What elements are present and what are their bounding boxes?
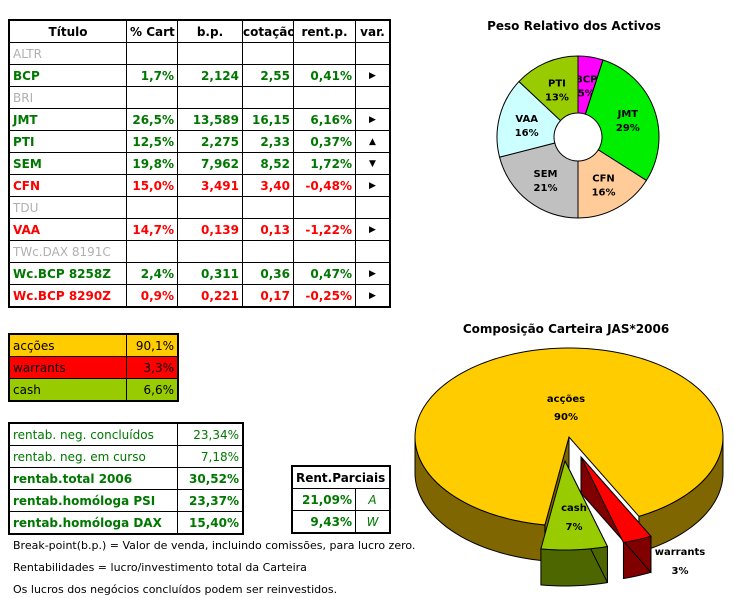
donut-value-label: 29% (616, 123, 640, 134)
cell-titulo: BCP (9, 64, 127, 87)
pie3d-value-label: 90% (554, 412, 578, 423)
cell-cotacao: 0,17 (242, 284, 294, 307)
allocation-value: 6,6% (126, 378, 178, 401)
cell-bp: 0,139 (177, 218, 243, 241)
table-header: Título % Cart b.p. cotação rent.p. var. (9, 20, 390, 43)
cell-cart: 15,0% (126, 174, 178, 197)
cell-rent: -0,25% (293, 284, 356, 307)
partial-code: W (354, 510, 391, 533)
donut-value-label: 13% (545, 92, 569, 103)
donut-label: VAA (515, 114, 538, 125)
cell-rent: -1,22% (293, 218, 356, 241)
note-breakpoint: Break-point(b.p.) = Valor de venda, incl… (13, 539, 416, 552)
returns-row: rentab.homóloga DAX 15,40% (9, 511, 243, 534)
cell-cotacao: 3,40 (242, 174, 294, 197)
cell-titulo: VAA (9, 218, 127, 241)
cell-titulo: CFN (9, 174, 127, 197)
note-lucros: Os lucros dos negócios concluídos podem … (13, 583, 338, 596)
allocation-label: cash (9, 378, 127, 401)
col-header-var: var. (355, 20, 390, 43)
table-row: BCP 1,7% 2,124 2,55 0,41% ▶ (9, 64, 390, 87)
chart-title-composicao: Composição Carteira JAS*2006 (463, 322, 669, 336)
donut-slice-jmt (584, 59, 660, 182)
cell-cart: 12,5% (126, 130, 178, 153)
cell-cart: 1,7% (126, 64, 178, 87)
note-rentabilidades: Rentabilidades = lucro/investimento tota… (13, 561, 307, 574)
donut-value-label: 5% (578, 89, 595, 100)
returns-table: rentab. neg. concluídos 23,34% rentab. neg… (8, 422, 244, 535)
cell-bp: 7,962 (177, 152, 243, 175)
donut-slice-vaa (496, 80, 562, 158)
returns-row: rentab. neg. em curso 7,18% (9, 445, 243, 468)
donut-slice-cfn (577, 149, 648, 219)
returns-label: rentab.homóloga DAX (9, 511, 178, 534)
allocation-table: acções 90,1% warrants 3,3% cash 6,6% (8, 333, 179, 402)
cell-rent: 0,47% (293, 262, 356, 285)
donut-label: CFN (592, 173, 615, 184)
table-row: SEM 19,8% 7,962 8,52 1,72% ▼ (9, 152, 390, 175)
portfolio-table: Título % Cart b.p. cotação rent.p. var. … (8, 19, 391, 308)
pie3d-slice-cash (540, 459, 609, 551)
returns-row: rentab. neg. concluídos 23,34% (9, 423, 243, 446)
donut-value-label: 16% (592, 187, 616, 198)
cell-cart: 26,5% (126, 108, 178, 131)
cell-cart: 0,9% (126, 284, 178, 307)
pie3d-slice-warrants (580, 456, 652, 544)
table-row: CFN 15,0% 3,491 3,40 -0,48% ▶ (9, 174, 390, 197)
cell-rent: 0,37% (293, 130, 356, 153)
table-row: TDU (9, 196, 390, 219)
partial-title: Rent.Parciais (291, 466, 391, 489)
donut-label: JMT (617, 109, 639, 120)
returns-label: rentab. neg. concluídos (9, 423, 178, 446)
cell-bp: 2,124 (177, 64, 243, 87)
pie3d-label: cash (561, 503, 587, 514)
returns-value: 23,37% (177, 489, 243, 512)
pie3d-slice-acções (414, 347, 724, 526)
cell-rent: 1,72% (293, 152, 356, 175)
donut-label: SEM (534, 169, 558, 180)
partial-value: 9,43% (292, 510, 356, 533)
pie3d-label: acções (547, 394, 585, 405)
partial-returns-table: Rent.Parciais 21,09% A 9,43% W (290, 465, 392, 534)
donut-value-label: 16% (515, 128, 539, 139)
table-row: BRI (9, 86, 390, 109)
table-row: Wc.BCP 8258Z 2,4% 0,311 0,36 0,47% ▶ (9, 262, 390, 285)
donut-label: PTI (548, 78, 566, 89)
donut-chart: BCP 5% JMT 29% CFN 16% SEM 21% VAA 16% PTI 13% (496, 55, 660, 219)
cell-cotacao: 2,55 (242, 64, 294, 87)
allocation-row: warrants 3,3% (9, 356, 178, 379)
donut-slice-sem (498, 142, 579, 219)
arrow-right-icon: ▶ (355, 284, 390, 307)
allocation-row: cash 6,6% (9, 378, 178, 401)
donut-slice-pti (518, 55, 579, 122)
cell-rent: 0,41% (293, 64, 356, 87)
returns-value: 30,52% (177, 467, 243, 490)
table-row: VAA 14,7% 0,139 0,13 -1,22% ▶ (9, 218, 390, 241)
pie-3d-chart: acções 90% cash 7% warrants 3% (414, 347, 724, 587)
table-row: Wc.BCP 8290Z 0,9% 0,221 0,17 -0,25% ▶ (9, 284, 390, 307)
returns-value: 15,40% (177, 511, 243, 534)
cell-cotacao: 2,33 (242, 130, 294, 153)
pie3d-value-label: 3% (672, 566, 689, 577)
donut-label: BCP (575, 75, 597, 86)
donut-value-label: 21% (534, 183, 558, 194)
pie3d-label: warrants (655, 547, 705, 558)
chart-title-peso: Peso Relativo dos Activos (487, 19, 661, 33)
cell-titulo: Wc.BCP 8290Z (9, 284, 127, 307)
cell-rent: -0,48% (293, 174, 356, 197)
col-header-rent: rent.p. (293, 20, 356, 43)
cell-bp: 0,221 (177, 284, 243, 307)
pie3d-value-label: 7% (566, 522, 583, 533)
table-row: PTI 12,5% 2,275 2,33 0,37% ▲ (9, 130, 390, 153)
